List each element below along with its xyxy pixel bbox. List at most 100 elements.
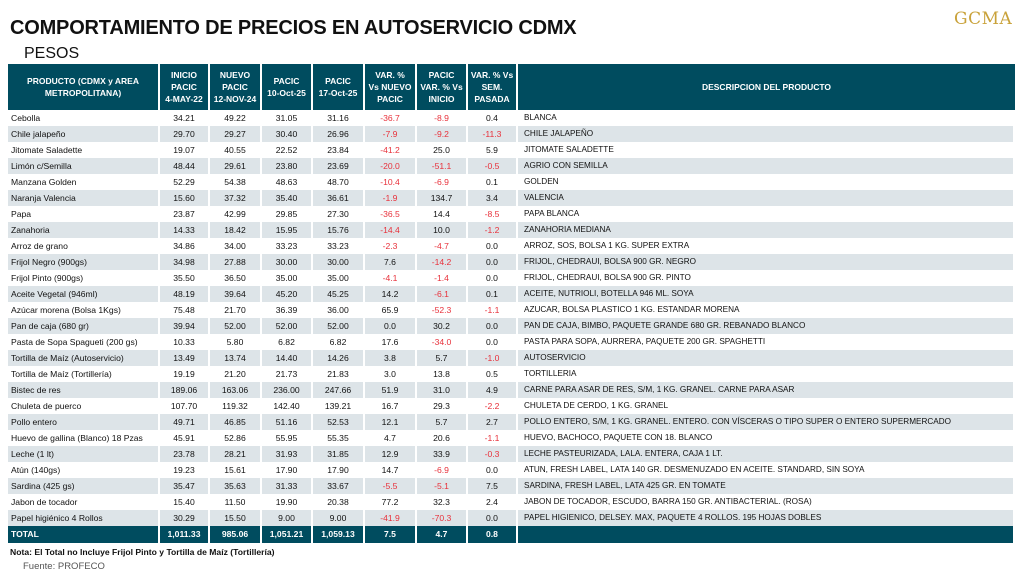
header-text: 12-NOV-24 <box>213 94 257 104</box>
cell-inicio-pacic: 1,011.33 <box>160 526 210 543</box>
cell-var-vs-nuevo: 0.0 <box>365 318 417 334</box>
cell-pacic-17-oct: 27.30 <box>313 206 365 222</box>
cell-var-vs-inicio: 32.3 <box>417 494 468 510</box>
cell-description: FRIJOL, CHEDRAUI, BOLSA 900 GR. NEGRO <box>518 254 1015 270</box>
table-row: Naranja Valencia 15.60 37.32 35.40 36.61 -1.9… <box>8 190 1015 206</box>
cell-var-vs-inicio: 10.0 <box>417 222 468 238</box>
cell-var-vs-inicio: 20.6 <box>417 430 468 446</box>
cell-nuevo-pacic: 49.22 <box>210 110 262 126</box>
cell-product: Huevo de gallina (Blanco) 18 Pzas <box>8 430 160 446</box>
cell-description: AUTOSERVICIO <box>518 350 1015 366</box>
cell-var-sem-pasada: -0.3 <box>468 446 518 462</box>
cell-pacic-17-oct: 31.16 <box>313 110 365 126</box>
cell-product: Naranja Valencia <box>8 190 160 206</box>
cell-pacic-17-oct: 48.70 <box>313 174 365 190</box>
cell-inicio-pacic: 35.47 <box>160 478 210 494</box>
cell-pacic-17-oct: 20.38 <box>313 494 365 510</box>
cell-nuevo-pacic: 29.27 <box>210 126 262 142</box>
cell-description: ZANAHORIA MEDIANA <box>518 222 1015 238</box>
cell-var-sem-pasada: -1.1 <box>468 302 518 318</box>
cell-var-vs-nuevo: 7.5 <box>365 526 417 543</box>
cell-description: CHULETA DE CERDO, 1 KG. GRANEL <box>518 398 1015 414</box>
cell-pacic-17-oct: 17.90 <box>313 462 365 478</box>
header-text: PRODUCTO (CDMX y AREA <box>27 76 139 86</box>
cell-var-sem-pasada: 0.5 <box>468 366 518 382</box>
cell-var-vs-nuevo: 65.9 <box>365 302 417 318</box>
cell-nuevo-pacic: 42.99 <box>210 206 262 222</box>
cell-inicio-pacic: 15.40 <box>160 494 210 510</box>
cell-var-sem-pasada: 0.4 <box>468 110 518 126</box>
cell-nuevo-pacic: 28.21 <box>210 446 262 462</box>
cell-var-vs-inicio: -8.9 <box>417 110 468 126</box>
cell-nuevo-pacic: 54.38 <box>210 174 262 190</box>
cell-pacic-10-oct: 19.90 <box>262 494 313 510</box>
cell-inicio-pacic: 34.21 <box>160 110 210 126</box>
header-text: DESCRIPCION DEL PRODUCTO <box>701 82 832 92</box>
cell-var-vs-nuevo: -2.3 <box>365 238 417 254</box>
cell-product: Azúcar morena (Bolsa 1Kgs) <box>8 302 160 318</box>
cell-nuevo-pacic: 52.86 <box>210 430 262 446</box>
cell-var-sem-pasada: -1.0 <box>468 350 518 366</box>
table-row: Atún (140gs) 19.23 15.61 17.90 17.90 14.7 -6.9… <box>8 462 1015 478</box>
cell-pacic-17-oct: 36.00 <box>313 302 365 318</box>
column-header-var-vs-inicio: PACIC VAR. % Vs INICIO <box>417 64 468 110</box>
cell-var-sem-pasada: 7.5 <box>468 478 518 494</box>
header-text: VAR. % <box>375 70 405 80</box>
cell-description: PAN DE CAJA, BIMBO, PAQUETE GRANDE 680 G… <box>518 318 1015 334</box>
cell-product: Jitomate Saladette <box>8 142 160 158</box>
cell-var-vs-nuevo: 3.0 <box>365 366 417 382</box>
header-text: NUEVO <box>219 70 251 80</box>
cell-var-sem-pasada: 0.0 <box>468 318 518 334</box>
cell-var-vs-nuevo: -20.0 <box>365 158 417 174</box>
table-row: Zanahoria 14.33 18.42 15.95 15.76 -14.4 10.0 -1… <box>8 222 1015 238</box>
cell-pacic-17-oct: 45.25 <box>313 286 365 302</box>
cell-var-sem-pasada: 2.4 <box>468 494 518 510</box>
cell-var-vs-inicio: 4.7 <box>417 526 468 543</box>
cell-var-sem-pasada: 3.4 <box>468 190 518 206</box>
cell-inicio-pacic: 15.60 <box>160 190 210 206</box>
cell-pacic-10-oct: 51.16 <box>262 414 313 430</box>
cell-nuevo-pacic: 21.70 <box>210 302 262 318</box>
cell-description: AZUCAR, BOLSA PLASTICO 1 KG. ESTANDAR MO… <box>518 302 1015 318</box>
cell-var-vs-nuevo: 51.9 <box>365 382 417 398</box>
column-header-inicio-pacic: INICIO PACIC 4-MAY-22 <box>160 64 210 110</box>
cell-pacic-17-oct: 9.00 <box>313 510 365 526</box>
cell-pacic-17-oct: 15.76 <box>313 222 365 238</box>
cell-var-vs-inicio: -9.2 <box>417 126 468 142</box>
cell-description: ARROZ, SOS, BOLSA 1 KG. SUPER EXTRA <box>518 238 1015 254</box>
cell-var-vs-inicio: 31.0 <box>417 382 468 398</box>
cell-product: Pollo entero <box>8 414 160 430</box>
cell-nuevo-pacic: 52.00 <box>210 318 262 334</box>
cell-var-sem-pasada: -0.5 <box>468 158 518 174</box>
cell-nuevo-pacic: 18.42 <box>210 222 262 238</box>
cell-pacic-17-oct: 23.84 <box>313 142 365 158</box>
cell-description: AGRIO CON SEMILLA <box>518 158 1015 174</box>
cell-pacic-17-oct: 31.85 <box>313 446 365 462</box>
cell-inicio-pacic: 30.29 <box>160 510 210 526</box>
cell-pacic-17-oct: 33.67 <box>313 478 365 494</box>
cell-pacic-10-oct: 31.33 <box>262 478 313 494</box>
cell-var-sem-pasada: 2.7 <box>468 414 518 430</box>
cell-inicio-pacic: 48.44 <box>160 158 210 174</box>
cell-description: POLLO ENTERO, S/M, 1 KG. GRANEL. ENTERO.… <box>518 414 1015 430</box>
cell-pacic-10-oct: 31.93 <box>262 446 313 462</box>
cell-product: Tortilla de Maíz (Autoservicio) <box>8 350 160 366</box>
cell-description: PAPA BLANCA <box>518 206 1015 222</box>
table-row: Cebolla 34.21 49.22 31.05 31.16 -36.7 -8.9 0.4 B… <box>8 110 1015 126</box>
cell-var-vs-inicio: 29.3 <box>417 398 468 414</box>
column-header-description: DESCRIPCION DEL PRODUCTO <box>518 64 1015 110</box>
cell-var-sem-pasada: 0.0 <box>468 270 518 286</box>
cell-pacic-17-oct: 139.21 <box>313 398 365 414</box>
cell-pacic-10-oct: 36.39 <box>262 302 313 318</box>
cell-var-vs-inicio: -5.1 <box>417 478 468 494</box>
table-row: Sardina (425 gs) 35.47 35.63 31.33 33.67 -5.5… <box>8 478 1015 494</box>
cell-var-sem-pasada: 0.8 <box>468 526 518 543</box>
cell-product: Sardina (425 gs) <box>8 478 160 494</box>
cell-pacic-10-oct: 21.73 <box>262 366 313 382</box>
cell-var-vs-inicio: 14.4 <box>417 206 468 222</box>
cell-inicio-pacic: 29.70 <box>160 126 210 142</box>
cell-product: Jabon de tocador <box>8 494 160 510</box>
cell-var-sem-pasada: -1.1 <box>468 430 518 446</box>
cell-pacic-17-oct: 35.00 <box>313 270 365 286</box>
header-text: PACIC <box>222 82 248 92</box>
